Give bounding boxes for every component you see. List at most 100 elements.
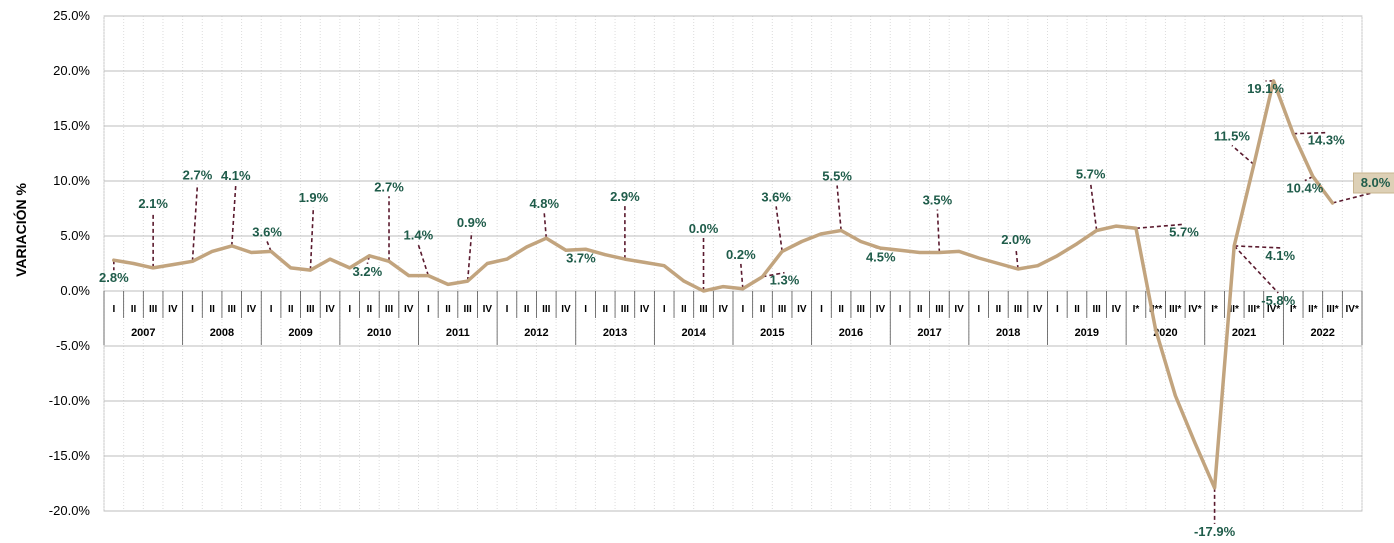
x-tick-year-label: 2011 [446, 327, 470, 339]
data-label: 4.8% [529, 196, 559, 211]
data-point [1036, 264, 1040, 268]
data-label: 0.9% [457, 215, 487, 230]
data-label: 3.7% [566, 250, 596, 265]
data-point [525, 245, 529, 249]
data-point [485, 262, 489, 265]
x-tick-quarter-label: I* [1211, 304, 1218, 315]
data-label: 19.1% [1247, 81, 1284, 96]
x-tick-quarter-label: IV [247, 304, 257, 315]
data-label: 4.5% [866, 250, 896, 265]
x-tick-quarter-label: III* [1169, 304, 1181, 315]
x-tick-year-label: 2019 [1075, 327, 1099, 339]
label-leader [775, 206, 783, 252]
x-tick-quarter-label: III [542, 304, 551, 315]
data-label: 2.1% [138, 196, 168, 211]
x-tick-quarter-label: II [209, 304, 215, 315]
data-point [1213, 486, 1217, 490]
data-label: 11.5% [1214, 129, 1251, 144]
data-point [1272, 79, 1276, 83]
x-tick-quarter-label: IV [954, 304, 964, 315]
x-tick-quarter-label: IV [797, 304, 807, 315]
x-tick-year-label: 2018 [996, 327, 1020, 339]
data-point [249, 251, 253, 254]
x-tick-quarter-label: IV* [1267, 304, 1280, 315]
x-tick-quarter-label: II [996, 304, 1002, 315]
label-leader [543, 213, 548, 239]
data-label: 3.5% [923, 193, 953, 208]
data-point [446, 282, 450, 286]
data-point [800, 240, 804, 243]
y-tick-label: 15.0% [53, 118, 90, 133]
x-tick-quarter-label: III [463, 304, 472, 315]
data-point [760, 275, 764, 279]
x-tick-quarter-label: I [348, 304, 351, 315]
x-tick-quarter-label: II** [1149, 304, 1162, 315]
data-point [859, 240, 863, 243]
y-tick-label: 5.0% [60, 228, 90, 243]
data-point [426, 274, 430, 278]
data-point [721, 285, 725, 289]
data-label: 4.1% [221, 168, 251, 183]
x-tick-quarter-label: III* [1326, 304, 1338, 315]
x-tick-quarter-label: II [838, 304, 844, 315]
x-tick-quarter-label: II [131, 304, 137, 315]
data-label: 5.5% [822, 169, 852, 184]
data-point [1193, 441, 1197, 445]
x-tick-quarter-label: III [228, 304, 237, 315]
x-tick-year-label: 2009 [288, 327, 312, 339]
data-label-leaders [113, 80, 1376, 524]
x-tick-quarter-label: IV [640, 304, 650, 315]
x-tick-quarter-label: III [857, 304, 866, 315]
data-point [996, 262, 1000, 265]
y-axis-label: VARIACIÓN % [12, 183, 29, 277]
data-label: -17.9% [1194, 524, 1236, 539]
series-line [112, 79, 1335, 490]
data-point [623, 257, 627, 261]
data-label: 1.3% [770, 273, 800, 288]
x-tick-quarter-label: III [935, 304, 944, 315]
data-point [1114, 224, 1118, 228]
data-point [367, 254, 371, 258]
x-tick-year-label: 2016 [839, 327, 863, 339]
data-point [603, 253, 607, 257]
data-point [1134, 226, 1138, 230]
x-tick-year-label: 2015 [760, 327, 784, 339]
x-tick-quarter-label: III [149, 304, 158, 315]
data-point [780, 249, 784, 253]
x-tick-quarter-label: III [621, 304, 630, 315]
data-point [407, 274, 411, 278]
data-point [230, 244, 234, 248]
y-tick-label: -15.0% [49, 448, 91, 463]
x-tick-quarter-label: I* [1290, 304, 1297, 315]
y-tick-label: 25.0% [53, 8, 90, 23]
x-tick-quarter-label: III [778, 304, 787, 315]
x-tick-quarter-label: II* [1230, 304, 1240, 315]
x-tick-quarter-label: II [681, 304, 687, 315]
data-point [819, 232, 823, 236]
data-label: 2.9% [610, 189, 640, 204]
data-label: 5.7% [1076, 167, 1106, 182]
label-leader [836, 185, 842, 231]
x-tick-quarter-label: I [191, 304, 194, 315]
data-point [702, 289, 706, 293]
label-leader [1231, 144, 1255, 166]
label-leader [1233, 245, 1279, 294]
label-leader [1089, 183, 1098, 231]
data-point [1016, 267, 1020, 271]
data-label: 10.4% [1286, 181, 1323, 196]
x-tick-quarter-label: I [977, 304, 980, 315]
x-tick-quarter-label: I [584, 304, 587, 315]
y-tick-label: -20.0% [49, 503, 91, 518]
label-leader [230, 184, 237, 246]
x-tick-quarter-label: II [760, 304, 766, 315]
data-label: 3.2% [353, 264, 383, 279]
data-point [957, 249, 961, 253]
x-tick-quarter-label: II [367, 304, 373, 315]
x-tick-quarter-label: II [288, 304, 294, 315]
label-leader [191, 184, 199, 262]
x-tick-quarter-label: I [427, 304, 430, 315]
x-tick-quarter-label: I [899, 304, 902, 315]
x-tick-quarter-label: II [602, 304, 608, 315]
